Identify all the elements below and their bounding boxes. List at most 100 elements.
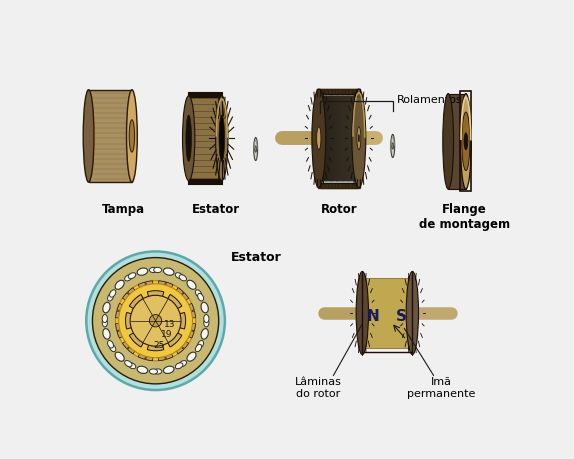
Polygon shape [326, 183, 329, 188]
Polygon shape [340, 183, 343, 188]
Polygon shape [354, 89, 356, 94]
Ellipse shape [103, 329, 110, 339]
Wedge shape [117, 303, 129, 313]
Ellipse shape [137, 268, 148, 275]
Ellipse shape [216, 96, 228, 180]
Polygon shape [336, 183, 340, 188]
Wedge shape [146, 281, 153, 292]
Circle shape [149, 314, 162, 327]
Ellipse shape [125, 361, 132, 367]
Ellipse shape [110, 290, 116, 297]
Ellipse shape [392, 143, 394, 149]
Polygon shape [347, 89, 350, 94]
Wedge shape [122, 293, 135, 304]
Wedge shape [122, 337, 135, 349]
Wedge shape [138, 347, 148, 359]
Polygon shape [355, 89, 358, 94]
Ellipse shape [187, 280, 196, 289]
Ellipse shape [103, 302, 110, 313]
Wedge shape [148, 342, 164, 351]
Ellipse shape [126, 90, 137, 182]
Ellipse shape [175, 363, 183, 369]
Polygon shape [329, 89, 332, 94]
Wedge shape [172, 341, 184, 354]
Polygon shape [346, 89, 349, 94]
Ellipse shape [195, 290, 201, 297]
Ellipse shape [107, 293, 114, 301]
Polygon shape [323, 89, 326, 94]
Ellipse shape [183, 96, 195, 180]
Wedge shape [164, 282, 173, 294]
Polygon shape [356, 183, 360, 188]
Polygon shape [343, 183, 346, 188]
Text: 25: 25 [153, 341, 164, 350]
Text: Tampa: Tampa [102, 203, 145, 216]
Polygon shape [323, 183, 326, 188]
Text: Estator: Estator [192, 203, 240, 216]
Polygon shape [327, 89, 331, 94]
Text: Rolamentos: Rolamentos [397, 95, 462, 105]
Wedge shape [182, 329, 194, 338]
Ellipse shape [254, 137, 258, 161]
Ellipse shape [102, 314, 107, 323]
Polygon shape [350, 89, 354, 94]
Polygon shape [324, 183, 327, 188]
Polygon shape [335, 183, 338, 188]
Polygon shape [355, 183, 358, 188]
Polygon shape [336, 89, 340, 94]
Polygon shape [331, 89, 333, 94]
Ellipse shape [197, 293, 204, 301]
Polygon shape [321, 183, 324, 188]
Ellipse shape [128, 363, 136, 369]
Ellipse shape [115, 352, 124, 361]
Ellipse shape [464, 133, 468, 150]
Polygon shape [346, 183, 349, 188]
Circle shape [119, 284, 192, 358]
Ellipse shape [391, 134, 395, 157]
Ellipse shape [175, 273, 183, 279]
Ellipse shape [129, 120, 134, 152]
Polygon shape [320, 183, 323, 188]
Wedge shape [166, 331, 182, 347]
Ellipse shape [317, 127, 321, 150]
Polygon shape [332, 183, 335, 188]
Polygon shape [333, 183, 336, 188]
Ellipse shape [204, 319, 209, 327]
Wedge shape [172, 288, 184, 300]
Polygon shape [349, 89, 352, 94]
Wedge shape [115, 311, 127, 319]
Ellipse shape [187, 352, 196, 361]
Ellipse shape [179, 275, 187, 281]
Polygon shape [331, 183, 333, 188]
Ellipse shape [115, 280, 124, 289]
Wedge shape [148, 291, 164, 299]
Circle shape [130, 295, 181, 346]
Ellipse shape [186, 115, 192, 162]
Ellipse shape [128, 273, 136, 279]
Circle shape [115, 281, 196, 361]
Ellipse shape [149, 267, 157, 273]
Polygon shape [356, 89, 360, 94]
Polygon shape [340, 89, 343, 94]
Wedge shape [138, 282, 148, 294]
Wedge shape [184, 311, 196, 319]
Text: Lâminas
do rotor: Lâminas do rotor [294, 377, 342, 398]
Polygon shape [338, 183, 341, 188]
Polygon shape [329, 183, 332, 188]
Polygon shape [335, 89, 338, 94]
Polygon shape [448, 94, 466, 189]
Polygon shape [350, 183, 354, 188]
Ellipse shape [107, 341, 114, 348]
Text: Imã
permanente: Imã permanente [407, 377, 475, 398]
Wedge shape [117, 329, 129, 338]
Polygon shape [333, 89, 336, 94]
Polygon shape [352, 183, 355, 188]
Wedge shape [127, 341, 139, 354]
Ellipse shape [352, 89, 366, 188]
Wedge shape [158, 281, 165, 292]
Ellipse shape [201, 329, 208, 339]
Ellipse shape [197, 341, 204, 348]
Polygon shape [364, 278, 410, 347]
Polygon shape [341, 89, 344, 94]
Polygon shape [343, 89, 346, 94]
